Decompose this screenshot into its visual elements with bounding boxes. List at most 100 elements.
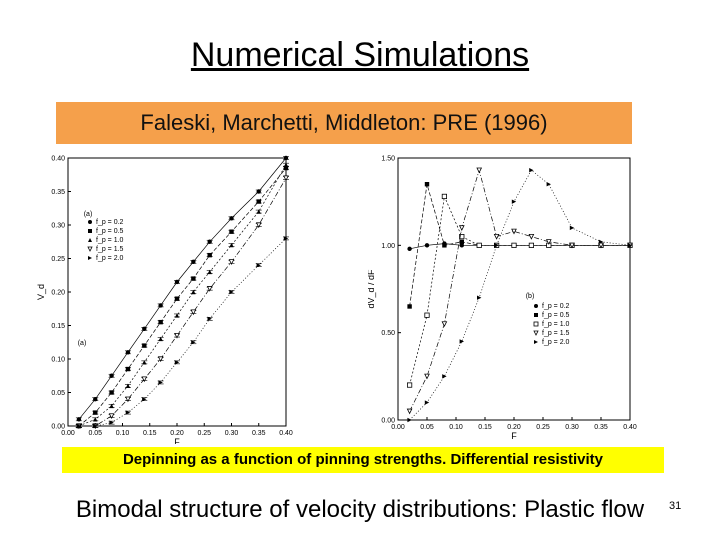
y-tick-label: 0.40 — [51, 156, 65, 163]
series-line — [409, 195, 630, 386]
data-point — [256, 209, 261, 214]
x-tick-label: 0.15 — [478, 424, 492, 431]
series-line — [78, 167, 287, 427]
data-point — [174, 313, 180, 318]
data-point — [511, 242, 517, 248]
x-tick-label: 0.00 — [61, 430, 75, 437]
y-tick-label: 0.30 — [51, 223, 65, 230]
data-point — [442, 374, 447, 379]
y-tick-label: 0.15 — [51, 323, 65, 330]
legend-marker — [87, 246, 93, 252]
data-point — [283, 175, 289, 182]
data-point — [142, 343, 147, 348]
data-point — [207, 239, 212, 244]
data-point — [511, 228, 517, 235]
data-point — [442, 243, 447, 248]
x-tick-label: 0.25 — [536, 424, 550, 431]
data-point — [424, 243, 430, 248]
data-point — [157, 356, 164, 363]
y-tick-label: 0.05 — [51, 390, 65, 397]
data-point — [93, 410, 98, 415]
data-point — [191, 259, 196, 265]
legend-marker — [534, 340, 538, 344]
data-point — [191, 276, 196, 281]
data-point — [76, 423, 82, 429]
y-tick-label: 0.50 — [381, 330, 395, 337]
citation-banner: Faleski, Marchetti, Middleton: PRE (1996… — [56, 102, 632, 144]
y-tick-label: 0.20 — [51, 290, 65, 297]
data-point — [108, 413, 115, 420]
legend-entry: f_p = 2.0 — [96, 255, 124, 262]
chart-panel-b: 0.00 0.05 0.10 0.15 0.20 0.25 0.30 0.35 0.40 0.00… — [368, 156, 637, 442]
y-axis-label: V_d — [36, 284, 46, 300]
series-line — [409, 168, 630, 412]
x-tick-label: 0.40 — [623, 424, 637, 431]
data-point — [190, 309, 197, 316]
legend-marker — [88, 256, 92, 260]
data-point — [125, 383, 131, 388]
data-point — [283, 155, 289, 161]
data-point — [228, 259, 235, 265]
data-point — [229, 242, 234, 248]
slide-number: 31 — [669, 500, 682, 512]
data-point — [424, 373, 430, 380]
data-point — [459, 339, 464, 344]
data-point — [598, 239, 604, 245]
x-tick-label: 0.15 — [143, 430, 157, 437]
x-tick-label: 0.35 — [252, 430, 266, 437]
y-tick-label: 0.10 — [51, 357, 65, 364]
data-point — [407, 304, 412, 309]
data-point — [109, 373, 114, 378]
data-point — [174, 332, 180, 339]
data-point — [229, 229, 234, 234]
y-tick-label: 0.35 — [51, 189, 65, 196]
data-point — [142, 326, 147, 332]
legend-marker — [534, 313, 538, 317]
data-point — [207, 252, 212, 258]
data-point — [476, 242, 482, 248]
series-line — [78, 177, 287, 427]
data-point — [93, 417, 98, 422]
data-point — [545, 239, 552, 245]
data-point — [256, 199, 261, 204]
x-axis-label: F — [511, 431, 517, 441]
legend-entry: f_p = 1.5 — [542, 330, 570, 337]
data-point — [569, 225, 575, 231]
data-point — [93, 423, 98, 429]
panel-label: (a) — [78, 340, 87, 347]
data-point — [458, 225, 465, 231]
data-point — [256, 263, 261, 268]
plot-frame — [67, 157, 287, 427]
data-point — [229, 216, 234, 221]
legend-entry: f_p = 1.0 — [96, 237, 124, 244]
legend-entry: f_p = 1.5 — [96, 246, 124, 253]
figure-caption: Depinning as a function of pinning stren… — [62, 447, 664, 473]
legend-marker — [533, 330, 539, 336]
data-point — [76, 417, 82, 422]
chart-panel-a: 0.00 0.05 0.10 0.15 0.20 0.25 0.30 0.35 0.40 0.00… — [36, 155, 293, 445]
panel-label: (a) — [84, 211, 93, 218]
data-point — [174, 360, 180, 365]
data-point — [206, 286, 213, 292]
data-point — [174, 279, 180, 285]
data-point — [191, 289, 196, 295]
legend-entry: f_p = 0.2 — [96, 219, 124, 226]
data-point — [125, 350, 131, 355]
y-tick-label: 1.00 — [381, 243, 395, 250]
legend-entry: f_p = 2.0 — [542, 339, 570, 346]
data-point — [125, 396, 131, 403]
data-point — [424, 182, 430, 187]
legend-marker — [88, 229, 92, 233]
data-point — [191, 340, 196, 345]
data-point — [424, 312, 430, 318]
y-tick-label: 1.50 — [381, 156, 395, 163]
plot-frame — [397, 157, 631, 421]
data-point — [229, 289, 234, 295]
data-point — [511, 199, 517, 204]
data-point — [459, 243, 464, 248]
data-point — [529, 168, 534, 173]
panel-label: (b) — [526, 293, 535, 300]
x-tick-label: 0.40 — [279, 430, 293, 437]
series-line — [409, 169, 631, 421]
y-tick-label: 0.00 — [51, 424, 65, 431]
